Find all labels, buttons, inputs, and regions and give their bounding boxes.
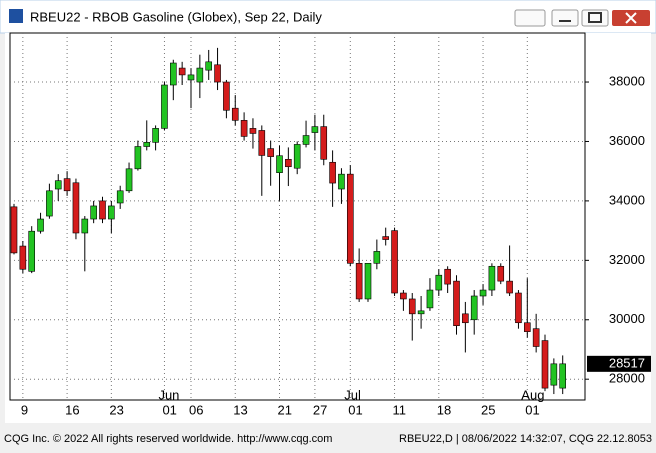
x-tick-label: 16 (65, 402, 79, 417)
x-tick-label: 13 (233, 402, 247, 417)
candle-body (205, 61, 212, 71)
candle-body (170, 62, 177, 86)
candle-body (108, 205, 115, 220)
candle-body (28, 230, 36, 272)
candle-body (550, 363, 558, 386)
candle-body (479, 289, 487, 297)
candle-body (178, 67, 186, 76)
x-tick-label: 23 (109, 402, 123, 417)
candle-body (125, 168, 133, 192)
candle-body (293, 144, 301, 169)
y-tick-label: 28000 (609, 371, 645, 386)
candle-body (214, 64, 221, 83)
x-tick-label: 9 (21, 402, 28, 417)
y-tick-label: 34000 (609, 192, 645, 207)
candle-body (462, 313, 469, 324)
candle-body (143, 142, 151, 147)
candle-body (161, 84, 168, 129)
footer-status: RBEU22,D | 08/06/2022 14:32:07, CQG 22.1… (399, 433, 652, 445)
candle-body (320, 126, 328, 160)
candle-body (276, 155, 283, 173)
candle-body (196, 67, 204, 83)
candle-body (311, 126, 319, 133)
candle-body (46, 190, 53, 217)
last-price-label: 28517 (609, 355, 645, 370)
candle-body (444, 268, 451, 285)
candle-body (152, 128, 159, 143)
candle-body (285, 158, 292, 168)
link-button[interactable] (514, 9, 546, 27)
close-icon (625, 12, 637, 24)
candle-body (417, 310, 425, 315)
candle-body (81, 218, 89, 234)
candle-body (10, 206, 18, 254)
x-tick-label: 01 (162, 402, 176, 417)
x-tick-label: 18 (437, 402, 451, 417)
x-tick-label: 06 (189, 402, 203, 417)
candle-body (249, 128, 257, 134)
candle-body (453, 280, 460, 327)
candle-body (506, 280, 513, 294)
candle-body (258, 130, 266, 156)
candle-body (364, 263, 372, 300)
candle-body (400, 292, 407, 300)
last-price-box (587, 355, 651, 372)
candle-body (391, 230, 398, 294)
candle-body (426, 289, 434, 309)
candle-body (72, 182, 80, 234)
candle-body (515, 292, 522, 324)
candle-body (382, 236, 390, 240)
x-tick-label: 27 (313, 402, 327, 417)
x-month-label: Jun (158, 387, 179, 402)
candle-body (267, 148, 274, 157)
x-tick-label: 21 (278, 402, 292, 417)
y-tick-label: 38000 (609, 73, 645, 88)
candle-body (346, 173, 354, 264)
plot-frame (9, 32, 586, 401)
y-tick-label: 36000 (609, 133, 645, 148)
minimize-button[interactable] (551, 9, 579, 27)
candle-body (355, 263, 363, 300)
candle-body (231, 107, 239, 121)
x-month-label: Aug (521, 387, 544, 402)
candle-body (302, 135, 310, 145)
candle-body (435, 274, 443, 291)
candle-body (90, 205, 97, 220)
candle-body (37, 218, 44, 232)
candle-body (54, 180, 62, 190)
candle-body (488, 265, 496, 291)
app-icon (9, 9, 23, 23)
candle-body (541, 340, 549, 389)
candle-body (240, 120, 248, 137)
x-tick-label: 25 (481, 402, 495, 417)
x-tick-label: 11 (393, 402, 407, 417)
candle-body (523, 322, 531, 332)
window-title: RBEU22 - RBOB Gasoline (Globex), Sep 22,… (30, 9, 322, 24)
y-tick-label: 30000 (609, 311, 645, 326)
maximize-icon (588, 12, 602, 23)
x-tick-label: 01 (348, 402, 362, 417)
plot: 28000 30000 32000 34000 36000 38000 9 16 23 01 06 1… (10, 33, 651, 417)
candle-body (329, 161, 336, 184)
candle-body (559, 363, 567, 389)
candle-body (338, 173, 345, 190)
candle-body (134, 146, 142, 170)
x-tick-label: 01 (525, 402, 539, 417)
candle-body (99, 200, 106, 220)
candle-body (63, 178, 71, 192)
candle-body (187, 74, 195, 81)
candle-body (19, 245, 27, 270)
candle-body (532, 328, 540, 347)
candle-body (408, 298, 416, 315)
candle-body (470, 295, 478, 321)
candle-body (373, 251, 381, 264)
y-tick-label: 32000 (609, 252, 645, 267)
footer-copyright: CQG Inc. © 2022 All rights reserved worl… (4, 433, 332, 445)
candle-body (116, 190, 124, 204)
candle-body (223, 81, 230, 111)
x-month-label: Jul (344, 387, 361, 402)
candle-body (497, 265, 505, 282)
